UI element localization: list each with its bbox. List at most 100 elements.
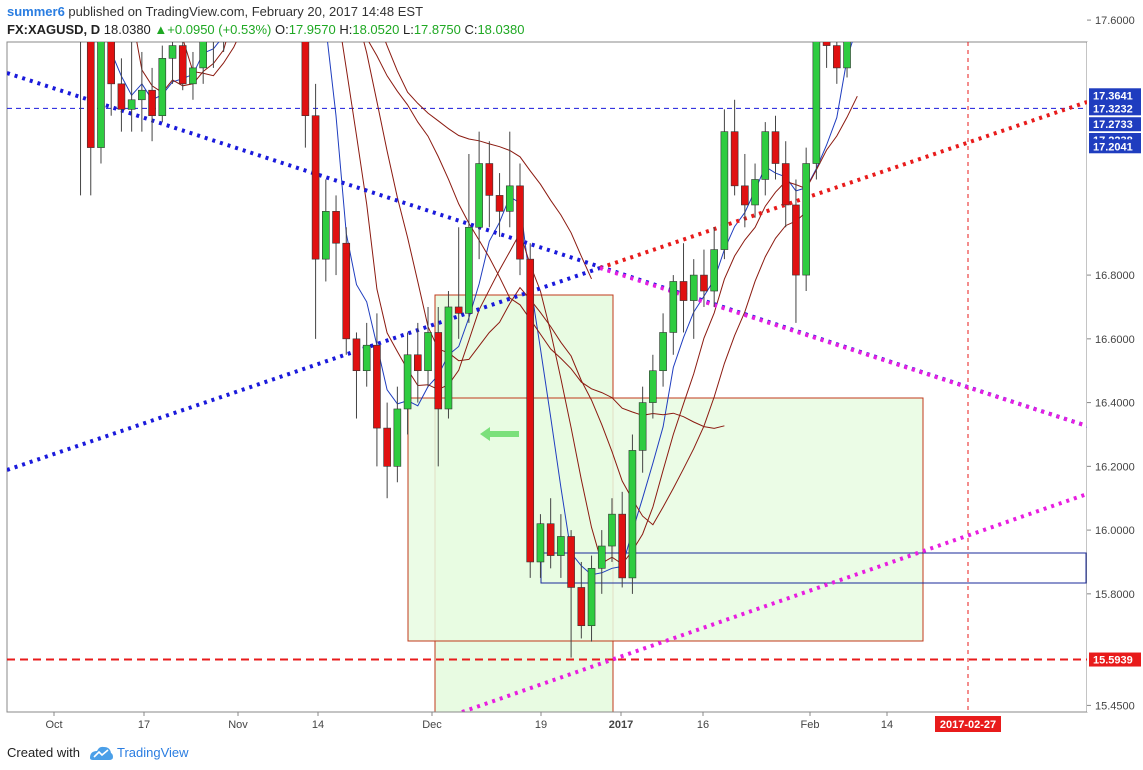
candle-16: [168, 42, 177, 84]
candle-45: [465, 153, 473, 323]
price-tag-label-8: 17.2041: [1093, 141, 1133, 153]
candle-body: [505, 185, 514, 212]
candle-body: [475, 163, 483, 228]
y-tick-label-12: 15.8000: [1095, 589, 1135, 601]
candle-body: [761, 131, 770, 180]
candle-42: [434, 306, 443, 467]
date-tag: [935, 716, 1001, 732]
moving-average-21: [368, 42, 725, 429]
candle-63: [649, 354, 657, 419]
candle-6: [67, 0, 74, 20]
x-tick-label-1: 17: [138, 719, 150, 731]
candle-67: [689, 259, 698, 339]
candle-body: [465, 226, 473, 314]
price-tag-4: [1089, 88, 1141, 103]
magenta-support-line: [461, 492, 1087, 712]
y-tick-label-8: 16.6000: [1095, 334, 1135, 346]
tradingview-brand[interactable]: TradingView: [117, 745, 189, 760]
candle-80: [822, 42, 831, 68]
candle-body: [220, 0, 227, 36]
candle-13: [138, 51, 146, 132]
plot-layer: [7, 0, 1087, 712]
candle-30: [311, 83, 320, 339]
candle-20: [210, 11, 217, 68]
x-tick-label-3: 14: [312, 719, 324, 731]
candle-17: [178, 42, 187, 91]
price-tag-5: [1089, 101, 1141, 116]
candle-body: [434, 332, 443, 410]
candle-body: [649, 370, 657, 403]
high-value: 18.0520: [352, 22, 400, 37]
price-chart[interactable]: 19.800019.400019.000018.800018.400018.20…: [0, 0, 1143, 738]
candle-body: [424, 332, 432, 372]
candle-body: [567, 536, 575, 588]
candle-body: [822, 42, 831, 46]
candle-46: [475, 131, 483, 260]
candle-body: [332, 211, 340, 244]
candle-74: [761, 122, 770, 196]
candle-72: [741, 153, 749, 228]
x-tick-label-9: 14: [881, 719, 893, 731]
candle-40: [413, 322, 422, 403]
y-tick-label-10: 16.2000: [1095, 461, 1135, 473]
date-tag-label: 2017-02-27: [940, 719, 996, 731]
candle-body: [495, 195, 504, 212]
candle-61: [628, 434, 637, 594]
x-tick-label-4: Dec: [422, 719, 442, 731]
candle-66: [679, 243, 688, 333]
last-price: 18.0380: [103, 22, 151, 37]
candle-57: [587, 555, 596, 642]
ohlc-line: FX:XAGUSD, D 18.0380 ▲+0.0950 (+0.53%) O…: [7, 22, 524, 37]
candle-body: [393, 408, 402, 467]
price-tag-label-5: 17.3232: [1093, 103, 1133, 115]
candle-body: [710, 249, 718, 292]
candle-34: [352, 332, 361, 419]
y-tick-label-13: 15.4500: [1095, 700, 1135, 712]
price-tag-8: [1089, 139, 1141, 154]
price-tag-label-6: 17.2733: [1093, 119, 1133, 131]
candle-body: [210, 11, 217, 37]
up-arrow-icon: ▲: [154, 22, 168, 37]
candle-body: [587, 568, 596, 627]
candle-body: [669, 281, 678, 333]
close-label: C:: [464, 22, 478, 37]
candle-body: [628, 450, 637, 579]
author-link[interactable]: summer6: [7, 4, 65, 19]
candle-79: [812, 42, 821, 180]
candle-body: [107, 42, 115, 85]
candle-body: [557, 536, 565, 556]
candle-68: [700, 249, 708, 307]
x-tick-label-6: 2017: [609, 719, 633, 731]
candle-body: [97, 42, 105, 148]
candle-14: [148, 67, 156, 142]
price-tag-label-9: 15.5939: [1093, 655, 1133, 667]
candle-60: [618, 491, 627, 588]
candle-36: [373, 313, 381, 467]
candle-body: [383, 427, 391, 467]
candle-64: [659, 313, 667, 387]
candle-body: [322, 211, 330, 260]
price-tag-9: [1089, 652, 1141, 667]
candle-9: [97, 42, 105, 164]
candle-19: [199, 42, 207, 84]
candle-41: [424, 306, 432, 387]
candle-8: [86, 42, 95, 196]
candle-body: [342, 242, 351, 340]
candle-body: [618, 513, 627, 579]
candle-55: [567, 530, 575, 658]
candle-body: [117, 83, 126, 110]
candle-body: [158, 58, 167, 117]
candle-body: [311, 115, 320, 260]
open-label: O:: [275, 22, 289, 37]
candle-body: [771, 131, 780, 164]
candle-81: [833, 42, 841, 84]
candle-body: [679, 281, 688, 301]
candle-65: [669, 275, 678, 355]
candle-10: [107, 42, 115, 116]
y-tick-label-11: 16.0000: [1095, 525, 1135, 537]
candle-58: [597, 530, 606, 594]
price-axis-bg: [1087, 42, 1143, 712]
candle-body: [485, 163, 494, 196]
support-zone-box: [540, 552, 1087, 584]
candle-62: [638, 386, 647, 473]
